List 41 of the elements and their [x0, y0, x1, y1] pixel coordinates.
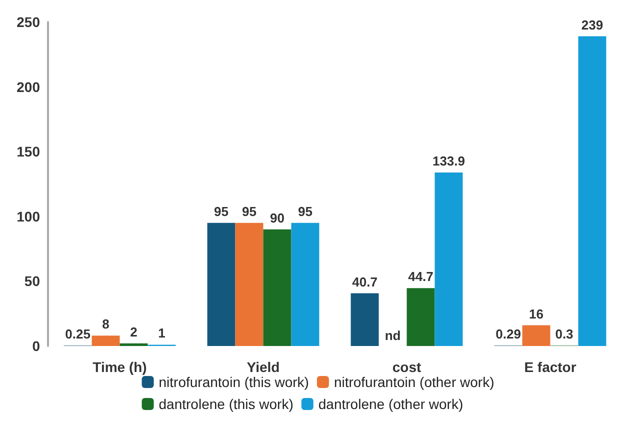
y-tick-label: 100 — [16, 208, 40, 224]
bar — [207, 222, 236, 346]
bar — [263, 229, 292, 346]
data-label: 95 — [298, 204, 312, 219]
legend-label: dantrolene (other work) — [318, 396, 464, 412]
legend-label: nitrofurantoin (this work) — [158, 374, 309, 390]
bar — [350, 293, 379, 346]
bar — [522, 325, 550, 346]
x-tick-label: Yield — [246, 359, 280, 375]
legend-label: nitrofurantoin (other work) — [334, 374, 494, 390]
x-tick-label: Time (h) — [92, 359, 147, 375]
bar — [235, 222, 264, 346]
data-label: 16 — [529, 306, 544, 322]
bar — [434, 172, 463, 346]
data-label: 90 — [270, 210, 284, 226]
data-label: 1 — [158, 326, 166, 341]
data-label: 95 — [242, 204, 256, 219]
data-label: 8 — [102, 316, 110, 332]
y-tick-label: 50 — [24, 273, 40, 290]
x-tick-label: cost — [392, 359, 422, 375]
bar — [406, 288, 435, 346]
bar — [92, 336, 120, 346]
legend-label: dantrolene (this work) — [158, 396, 294, 412]
y-tick-label: 0 — [32, 338, 40, 354]
y-tick-label: 200 — [16, 78, 40, 95]
data-label: 133.9 — [432, 153, 465, 168]
data-label: 0.25 — [65, 326, 90, 342]
data-label: 95 — [214, 204, 229, 219]
y-tick-label: 150 — [16, 144, 40, 160]
bar — [578, 36, 606, 346]
data-label: 44.7 — [408, 269, 434, 284]
data-label: 239 — [581, 17, 604, 32]
annotation: nd — [384, 328, 401, 343]
data-label: 40.7 — [352, 274, 378, 290]
x-tick-label: E factor — [524, 359, 577, 375]
data-label: 0.29 — [496, 326, 521, 342]
y-tick-label: 250 — [16, 14, 40, 30]
bar — [120, 343, 148, 346]
bar — [291, 222, 320, 346]
data-label: 0.3 — [555, 326, 574, 342]
data-label: 2 — [130, 324, 138, 340]
